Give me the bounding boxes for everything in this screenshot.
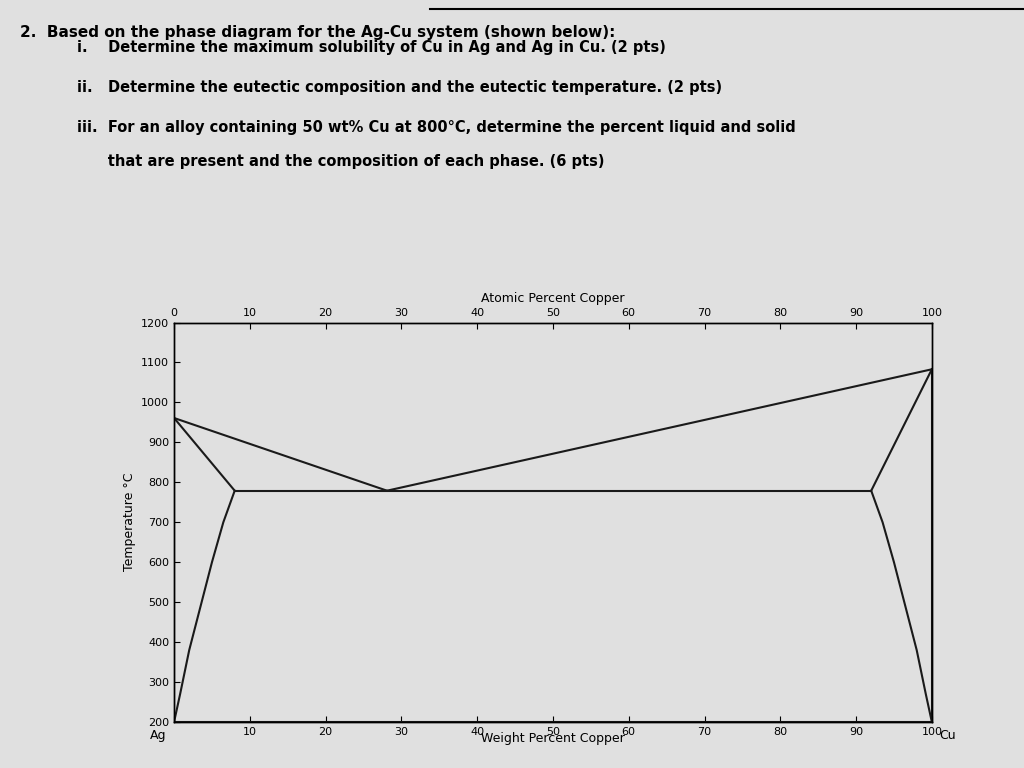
Text: Ag: Ag	[150, 729, 167, 742]
Text: iii.  For an alloy containing 50 wt% Cu at 800°C, determine the percent liquid a: iii. For an alloy containing 50 wt% Cu a…	[77, 120, 796, 135]
Text: 2.  Based on the phase diagram for the Ag-Cu system (shown below):: 2. Based on the phase diagram for the Ag…	[20, 25, 615, 40]
Text: i.    Determine the maximum solubility of Cu in Ag and Ag in Cu. (2 pts): i. Determine the maximum solubility of C…	[77, 40, 666, 55]
Text: Cu: Cu	[939, 729, 956, 742]
Text: that are present and the composition of each phase. (6 pts): that are present and the composition of …	[77, 154, 604, 169]
Text: Weight Percent Copper: Weight Percent Copper	[481, 732, 625, 745]
Text: ii.   Determine the eutectic composition and the eutectic temperature. (2 pts): ii. Determine the eutectic composition a…	[77, 80, 722, 95]
Y-axis label: Temperature °C: Temperature °C	[123, 473, 135, 571]
X-axis label: Atomic Percent Copper: Atomic Percent Copper	[481, 292, 625, 305]
